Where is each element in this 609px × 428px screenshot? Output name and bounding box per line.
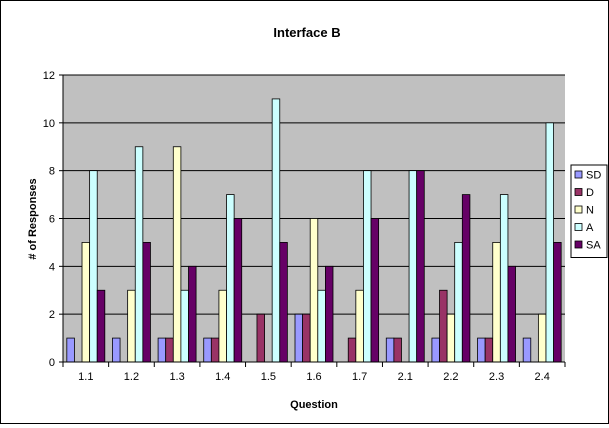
bar-sa-2-1 (416, 170, 425, 363)
x-tick-label: 1.1 (78, 371, 93, 383)
legend-label-sd: SD (586, 170, 601, 182)
x-tick-label: 1.3 (169, 371, 184, 383)
bar-a-1-1 (89, 170, 98, 363)
bar-sd-2-3 (477, 337, 486, 363)
bar-a-2-2 (454, 242, 463, 363)
bar-a-2-4 (545, 122, 554, 363)
y-tick-label: 10 (43, 118, 55, 130)
bar-sa-2-4 (553, 242, 562, 363)
y-tick-label: 4 (49, 261, 55, 273)
x-tick-label: 1.6 (306, 371, 321, 383)
y-tick-label: 8 (49, 166, 55, 178)
chart-title: Interface B (273, 25, 340, 40)
x-tick-label: 1.7 (352, 371, 367, 383)
bar-sd-1-2 (112, 337, 121, 363)
bar-d-1-5 (256, 313, 265, 363)
x-tick-label: 2.4 (535, 371, 550, 383)
legend-label-a: A (586, 222, 594, 234)
x-tick-label: 2.3 (489, 371, 504, 383)
legend-swatch-n (574, 205, 583, 214)
bar-n-2-4 (537, 313, 547, 363)
bar-d-2-2 (439, 289, 448, 363)
legend-label-n: N (586, 205, 594, 217)
bar-sa-1-5 (279, 242, 288, 363)
bar-n-1-7 (355, 289, 364, 363)
x-tick-label: 2.1 (398, 371, 413, 383)
bar-a-1-2 (134, 146, 144, 363)
bar-sa-1-7 (370, 218, 380, 363)
bar-sa-1-6 (324, 265, 334, 363)
bar-sd-1-6 (294, 313, 303, 363)
bar-sa-2-2 (461, 194, 471, 363)
bar-a-1-7 (363, 170, 372, 363)
bar-sd-2-1 (385, 337, 395, 363)
legend-swatch-d (574, 188, 583, 196)
bar-n-1-2 (127, 289, 136, 363)
bar-sd-1-1 (66, 337, 75, 363)
bar-sd-2-4 (522, 337, 532, 363)
bar-sa-2-3 (507, 265, 516, 363)
x-tick-label: 1.2 (124, 371, 139, 383)
bar-sa-1-1 (96, 289, 106, 363)
bar-n-1-6 (309, 218, 319, 363)
legend-swatch-sd (574, 170, 583, 179)
legend-label-sa: SA (586, 240, 601, 252)
bar-a-1-4 (226, 194, 235, 363)
x-tick-label: 2.2 (443, 371, 458, 383)
bar-d-2-3 (484, 337, 494, 363)
x-tick-label: 1.4 (215, 371, 230, 383)
bar-sa-1-4 (233, 218, 243, 363)
bar-n-2-2 (446, 313, 456, 363)
legend-swatch-a (574, 223, 583, 231)
y-tick-label: 0 (49, 357, 55, 369)
bar-sa-1-3 (188, 265, 197, 363)
bar-d-1-3 (165, 337, 174, 363)
bar-d-1-7 (347, 337, 357, 363)
bar-d-2-1 (393, 337, 402, 363)
bar-a-2-3 (499, 194, 509, 363)
legend: SD DNA SA (570, 164, 608, 258)
bar-sd-2-2 (431, 337, 440, 363)
bar-n-1-4 (218, 289, 227, 363)
bar-d-1-6 (302, 313, 311, 363)
x-tick-label: 1.5 (261, 371, 276, 383)
bar-a-1-3 (180, 289, 189, 363)
y-axis-title: # of Responses (27, 178, 39, 259)
bar-d-1-4 (210, 337, 220, 363)
legend-label-d: D (586, 187, 594, 199)
bar-n-1-1 (81, 242, 91, 363)
bar-a-2-1 (408, 170, 418, 363)
legend-swatch-sa (574, 240, 583, 249)
bar-n-2-3 (492, 242, 501, 363)
x-axis-title: Question (290, 399, 338, 411)
bar-a-1-6 (317, 289, 326, 363)
bar-sa-1-2 (142, 242, 151, 363)
y-tick-label: 6 (49, 214, 55, 226)
bar-a-1-5 (271, 98, 281, 363)
bar-sd-1-3 (157, 337, 167, 363)
bar-sd-1-4 (203, 337, 212, 363)
plot-area: 0 2 4 6 8 10 12 1.1 1.2 1.3 1.4 1.5 1.6 1.7 2.1 2.2 2.3 2… (43, 70, 566, 383)
y-tick-label: 12 (43, 70, 55, 82)
bar-n-1-3 (172, 146, 182, 363)
y-tick-label: 2 (49, 309, 55, 321)
